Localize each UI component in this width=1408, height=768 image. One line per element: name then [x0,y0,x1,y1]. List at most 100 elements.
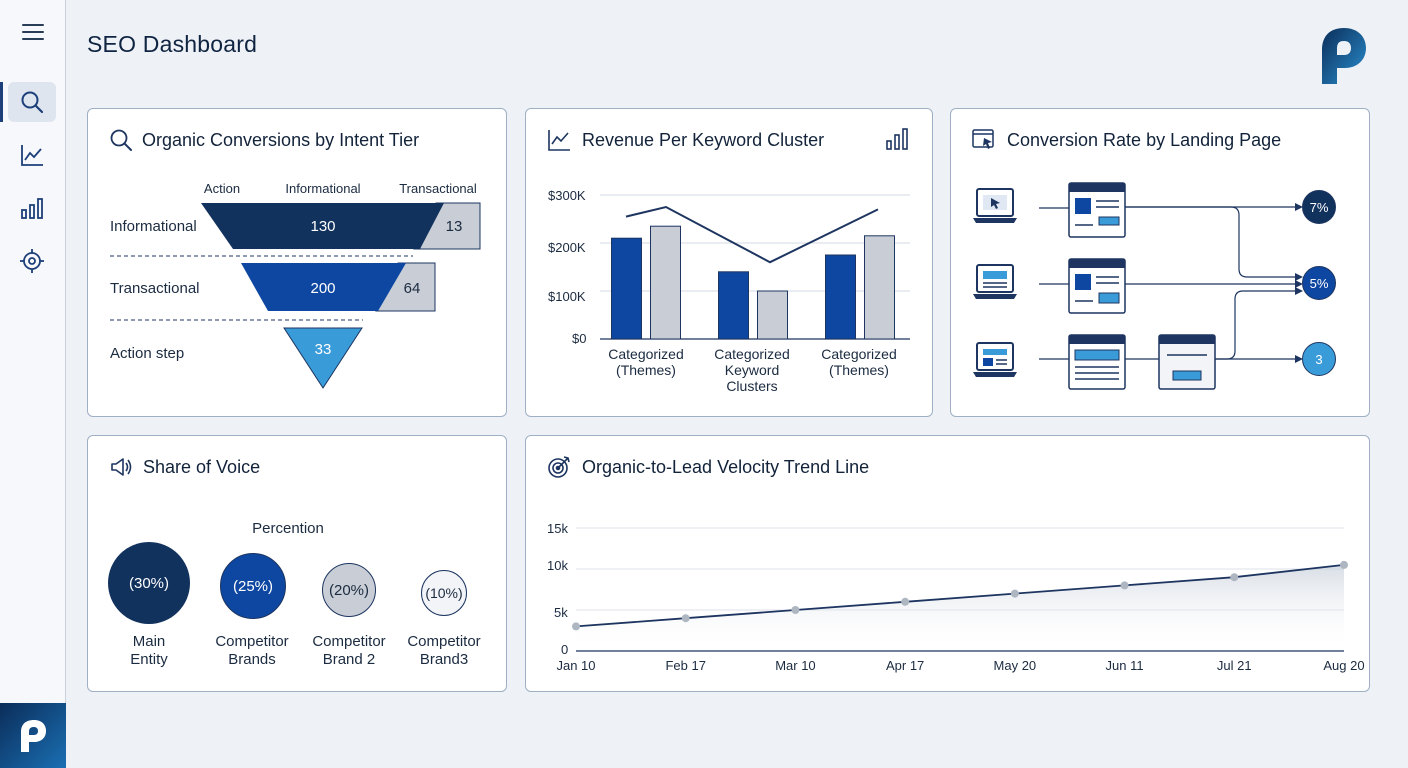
trend-icon [21,145,43,166]
sidebar-item-charts[interactable] [8,188,56,228]
revenue-card: Revenue Per Keyword Cluster $300K $200K … [525,108,933,417]
chart-subtitle: Percention [252,520,324,537]
laptop-icon [973,342,1017,377]
category-label-line: Categorized [821,346,897,362]
y-tick-label: 10k [547,558,568,573]
x-tick-label: Jun 11 [1106,658,1144,673]
data-point [1230,573,1239,582]
share-circle: (30%) [108,542,190,624]
page-title: SEO Dashboard [87,31,258,57]
sidebar-item-targets[interactable] [8,241,56,281]
bar-chart-icon [21,198,43,219]
funnel-value: 130 [310,218,336,235]
y-tick-label: $100K [548,289,586,304]
trend-line [625,205,879,264]
landing-page-icon [1068,334,1126,390]
funnel-value: 200 [310,280,336,297]
data-point [681,614,690,623]
data-point [901,597,910,606]
y-tick-label: 15k [547,521,568,536]
category-label: Categorized (Themes) [809,346,909,378]
rate-badge: 5% [1302,266,1336,300]
entity-label-line: Entity [130,651,168,668]
category-label-line: (Themes) [829,362,889,378]
y-tick-label: $0 [572,331,587,346]
entity-label: Competitor Brands [202,633,302,669]
entity-label-line: Brand3 [419,651,469,668]
row-label: Action step [110,345,185,362]
funnel-graphic [110,202,481,389]
x-tick-label: Mar 10 [775,658,815,673]
form-page-icon [1158,334,1216,390]
trend-icon [548,130,570,151]
target-arrow-icon [548,456,570,478]
entity-label-line: Competitor [407,633,481,650]
data-point [1120,581,1129,590]
bar-chart-icon[interactable] [884,126,910,152]
rate-badge: 3 [1302,342,1336,376]
rate-badge: 7% [1302,190,1336,224]
bar [864,235,895,340]
y-tick-label: 0 [561,642,569,657]
card-title: Organic-to-Lead Velocity Trend Line [582,457,870,477]
bar [611,237,642,340]
category-label-line: (Themes) [616,362,676,378]
category-label-line: Keyword [724,362,780,378]
sidebar-item-trends[interactable] [8,135,56,175]
card-title: Revenue Per Keyword Cluster [582,130,825,150]
entity-label: Competitor Brand3 [394,633,494,669]
funnel-segment [241,263,406,311]
entity-label: Competitor Brand 2 [299,633,399,669]
x-tick-label: May 20 [994,658,1037,673]
bar [718,271,749,340]
entity-label-line: Brand 2 [322,651,376,668]
intent-tier-card: Organic Conversions by Intent Tier Actio… [87,108,507,417]
bar [650,225,681,340]
category-label: Categorized Keyword Clusters [702,346,802,394]
search-icon [110,129,132,151]
entity-label-line: Main [132,633,166,650]
funnel-value: 33 [314,341,332,358]
share-of-voice-card: Share of Voice Percention (30%) (25%) (2… [87,435,507,692]
brand-logo-tile[interactable] [0,703,66,768]
category-label-line: Clusters [726,378,778,394]
trend-line [575,564,1345,628]
column-header: Informational [285,181,361,196]
category-label-line: Categorized [608,346,684,362]
x-tick-label: Jul 21 [1217,658,1252,673]
landing-page-icon [1068,258,1126,314]
x-tick-label: Feb 17 [665,658,705,673]
velocity-card: Organic-to-Lead Velocity Trend Line 15k … [525,435,1370,692]
laptop-icon [973,188,1017,223]
x-tick-label: Apr 17 [886,658,924,673]
sidebar-item-search[interactable] [8,82,56,122]
y-tick-label: 5k [554,605,568,620]
revenue-chart [600,194,910,340]
card-title: Conversion Rate by Landing Page [1007,130,1282,150]
share-circle: (20%) [322,563,376,617]
y-tick-label: $300K [548,188,586,203]
entity-label: Main Entity [99,633,199,669]
search-icon [21,91,44,114]
row-label: Informational [110,218,197,235]
brand-logo-icon [1322,28,1366,84]
funnel-side-value: 64 [403,280,421,297]
column-header: Action [203,181,241,196]
entity-label-line: Competitor [215,633,289,650]
share-circle: (25%) [220,553,286,619]
data-point [1340,560,1348,569]
category-label: Categorized (Themes) [596,346,696,378]
funnel-segment [283,327,363,389]
hamburger-menu-icon[interactable] [20,20,46,44]
column-header: Transactional [399,181,477,196]
sidebar [0,0,66,768]
laptop-icon [973,264,1017,299]
bar [757,290,788,340]
landing-page-icon [1068,182,1126,238]
data-point [791,606,800,614]
card-title: Organic Conversions by Intent Tier [142,130,420,150]
bar [825,254,856,340]
trend-area [576,564,1344,651]
x-tick-label: Aug 20 [1323,658,1364,673]
brand-logo [1316,24,1370,93]
